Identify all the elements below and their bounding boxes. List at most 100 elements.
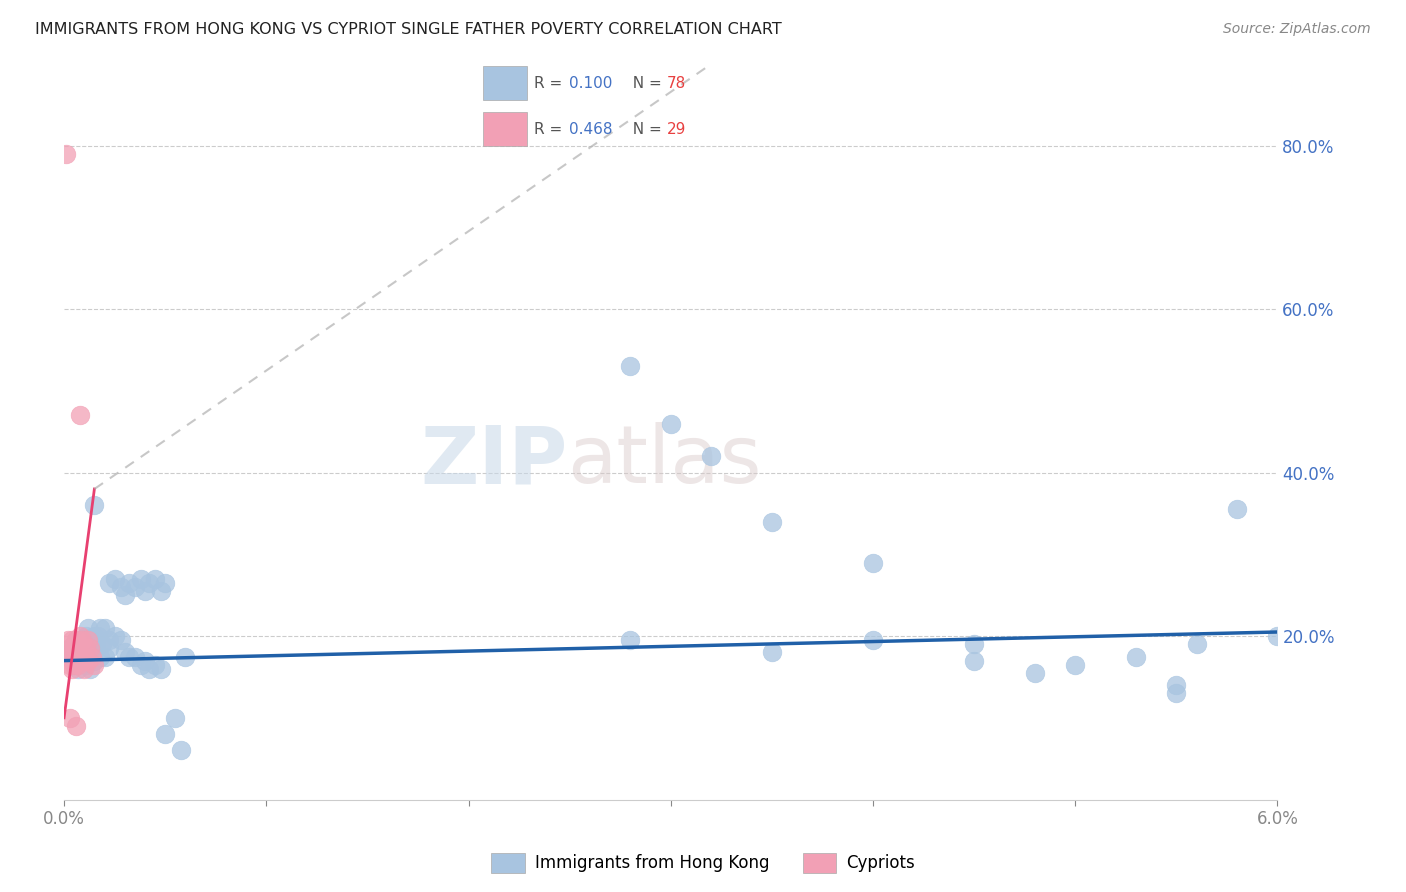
Point xyxy=(1024,665,1046,680)
Point xyxy=(65,657,87,672)
Point xyxy=(75,641,97,656)
Point xyxy=(82,633,104,648)
Point xyxy=(1125,649,1147,664)
Point xyxy=(862,633,884,648)
Point xyxy=(114,588,136,602)
Point xyxy=(69,652,91,666)
Point xyxy=(63,641,86,656)
Point xyxy=(75,629,97,643)
Point xyxy=(86,637,108,651)
Text: ZIP: ZIP xyxy=(420,422,568,500)
Point xyxy=(56,645,79,659)
Point xyxy=(129,572,152,586)
Point xyxy=(77,621,100,635)
Point xyxy=(79,662,101,676)
Point xyxy=(72,655,94,669)
Text: R =: R = xyxy=(534,76,568,91)
Point xyxy=(1166,678,1188,692)
Point xyxy=(93,649,115,664)
Point xyxy=(65,633,87,648)
Point xyxy=(761,645,783,659)
Point xyxy=(82,649,104,664)
Point xyxy=(1185,637,1208,651)
Point xyxy=(77,654,100,668)
Point xyxy=(60,662,83,676)
Point xyxy=(72,641,94,656)
Point xyxy=(174,649,197,664)
Point xyxy=(143,657,166,672)
Point xyxy=(150,584,173,599)
Point xyxy=(63,654,86,668)
Text: IMMIGRANTS FROM HONG KONG VS CYPRIOT SINGLE FATHER POVERTY CORRELATION CHART: IMMIGRANTS FROM HONG KONG VS CYPRIOT SIN… xyxy=(35,22,782,37)
Point xyxy=(65,654,87,668)
Point xyxy=(55,147,77,161)
Point xyxy=(77,654,100,668)
Point xyxy=(83,629,105,643)
Point xyxy=(118,649,141,664)
Point xyxy=(619,359,641,374)
Point xyxy=(97,633,120,648)
Point xyxy=(170,743,193,757)
Point xyxy=(69,629,91,643)
Point xyxy=(700,450,723,464)
Point xyxy=(963,654,986,668)
Point xyxy=(114,645,136,659)
Point xyxy=(124,649,146,664)
Point xyxy=(83,499,105,513)
Point xyxy=(67,637,90,651)
Point xyxy=(79,641,101,656)
Text: atlas: atlas xyxy=(568,422,762,500)
Point xyxy=(153,727,176,741)
Point xyxy=(124,580,146,594)
Point xyxy=(69,649,91,664)
Point xyxy=(72,654,94,668)
Text: Source: ZipAtlas.com: Source: ZipAtlas.com xyxy=(1223,22,1371,37)
Point xyxy=(69,409,91,423)
Point xyxy=(73,633,96,648)
Text: 78: 78 xyxy=(668,76,686,91)
Point xyxy=(63,657,86,672)
Text: R =: R = xyxy=(534,122,568,137)
Point xyxy=(165,711,187,725)
Point xyxy=(93,621,115,635)
Point xyxy=(862,556,884,570)
Point xyxy=(761,515,783,529)
Point xyxy=(129,657,152,672)
Point xyxy=(89,649,111,664)
Point xyxy=(1226,502,1249,516)
Point xyxy=(56,633,79,648)
Point xyxy=(1267,629,1289,643)
Point xyxy=(110,633,132,648)
Point xyxy=(59,641,82,656)
Text: 0.100: 0.100 xyxy=(568,76,612,91)
Point xyxy=(59,657,82,672)
Point xyxy=(65,719,87,733)
Point xyxy=(89,621,111,635)
Point xyxy=(91,637,114,651)
Point xyxy=(63,637,86,651)
Point xyxy=(67,662,90,676)
Point xyxy=(1166,686,1188,700)
Point xyxy=(79,641,101,656)
Point xyxy=(83,654,105,668)
Point xyxy=(56,649,79,664)
Point xyxy=(138,662,160,676)
Point xyxy=(67,657,90,672)
Point xyxy=(59,641,82,656)
Point xyxy=(104,629,127,643)
Text: 29: 29 xyxy=(668,122,686,137)
Text: N =: N = xyxy=(623,122,666,137)
Point xyxy=(67,645,90,659)
Point xyxy=(60,649,83,664)
Point xyxy=(73,662,96,676)
Point xyxy=(150,662,173,676)
Point xyxy=(118,576,141,591)
Bar xyxy=(482,112,527,145)
Point xyxy=(153,576,176,591)
Point xyxy=(1064,657,1087,672)
Point xyxy=(134,584,156,599)
Point xyxy=(110,580,132,594)
Point xyxy=(97,576,120,591)
Point xyxy=(60,633,83,648)
Point xyxy=(77,633,100,648)
